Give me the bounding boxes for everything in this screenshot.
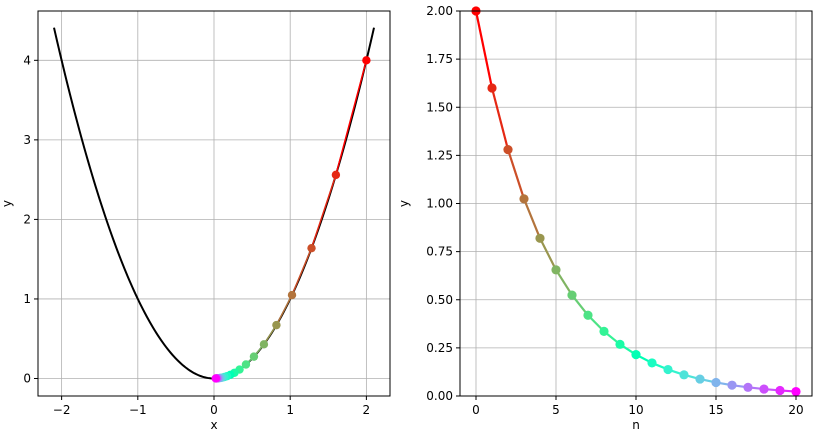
series-point <box>599 326 609 337</box>
series-point <box>775 385 785 396</box>
series-point <box>535 233 545 243</box>
iterate-point <box>307 243 316 253</box>
y-tick-label: 1.50 <box>426 100 453 114</box>
y-tick-label: 0.75 <box>426 245 453 259</box>
y-tick-label: 4 <box>23 53 31 67</box>
series-segment <box>506 149 526 200</box>
series-segment <box>539 237 557 271</box>
series-segment <box>474 10 494 89</box>
series-point <box>487 83 497 93</box>
series-point <box>663 364 673 375</box>
y-tick-label: 0.00 <box>426 389 453 403</box>
iterate-segment <box>275 294 293 326</box>
right-plot-axes: 0 5 10 15 20 0.00 0.25 0.50 0.75 1.00 1.25 1.50 1.75… <box>397 4 813 432</box>
iterate-point <box>211 374 220 383</box>
series-point <box>727 380 737 390</box>
x-tick-label: 0 <box>210 403 218 417</box>
x-tick-label: 20 <box>788 403 803 417</box>
iterate-point <box>241 360 251 369</box>
iterate-point <box>331 170 341 180</box>
series-point <box>711 377 721 388</box>
series-segment <box>522 198 542 239</box>
iterate-point <box>272 320 281 330</box>
axes-frame <box>459 10 813 397</box>
y-tick-label: 2.00 <box>426 4 453 18</box>
series-point <box>503 145 513 155</box>
x-tick-label: 5 <box>552 403 560 417</box>
series-point <box>631 350 641 360</box>
series-point <box>567 290 577 300</box>
series-point <box>519 194 529 204</box>
series-point <box>759 384 769 394</box>
y-axis-label: y <box>397 200 411 207</box>
y-tick-label: 0.25 <box>426 341 453 355</box>
x-tick-label: −2 <box>53 403 71 417</box>
iterate-segment <box>291 247 313 296</box>
x-tick-label: −1 <box>129 403 147 417</box>
series-point <box>679 370 689 380</box>
iterate-point <box>362 56 371 65</box>
series-segment <box>490 87 510 150</box>
iterate-point <box>287 290 297 300</box>
x-tick-label: 2 <box>363 403 371 417</box>
left-plot-axes: −2 −1 0 1 2 0 1 2 3 4 x y <box>0 10 391 432</box>
plot-area <box>53 27 375 383</box>
series-point <box>583 310 593 320</box>
y-tick-label: 1 <box>23 292 31 306</box>
series-point <box>743 382 753 392</box>
y-tick-label: 1.75 <box>426 52 453 66</box>
series-point <box>695 374 705 384</box>
x-tick-label: 10 <box>628 403 643 417</box>
axes-frame <box>37 10 391 397</box>
iterate-segment <box>335 60 368 176</box>
y-tick-label: 3 <box>23 133 31 147</box>
series-point <box>551 265 561 275</box>
y-tick-label: 0.50 <box>426 293 453 307</box>
series-point <box>647 358 657 368</box>
series-point <box>791 386 801 397</box>
y-tick-label: 0 <box>23 372 31 386</box>
iterate-point <box>259 340 269 349</box>
y-tick-label: 1.25 <box>426 148 453 162</box>
series-segment <box>555 269 573 296</box>
y-axis-label: y <box>0 200 14 207</box>
x-tick-label: 15 <box>708 403 723 417</box>
iterate-segment <box>310 174 337 249</box>
iterate-point <box>249 352 259 361</box>
series-point <box>615 339 625 349</box>
x-tick-label: 0 <box>472 403 480 417</box>
x-tick-label: 1 <box>286 403 294 417</box>
x-axis-label: x <box>210 418 217 432</box>
x-axis-label: n <box>632 418 640 432</box>
y-tick-label: 1.00 <box>426 197 453 211</box>
y-tick-label: 2 <box>23 212 31 226</box>
